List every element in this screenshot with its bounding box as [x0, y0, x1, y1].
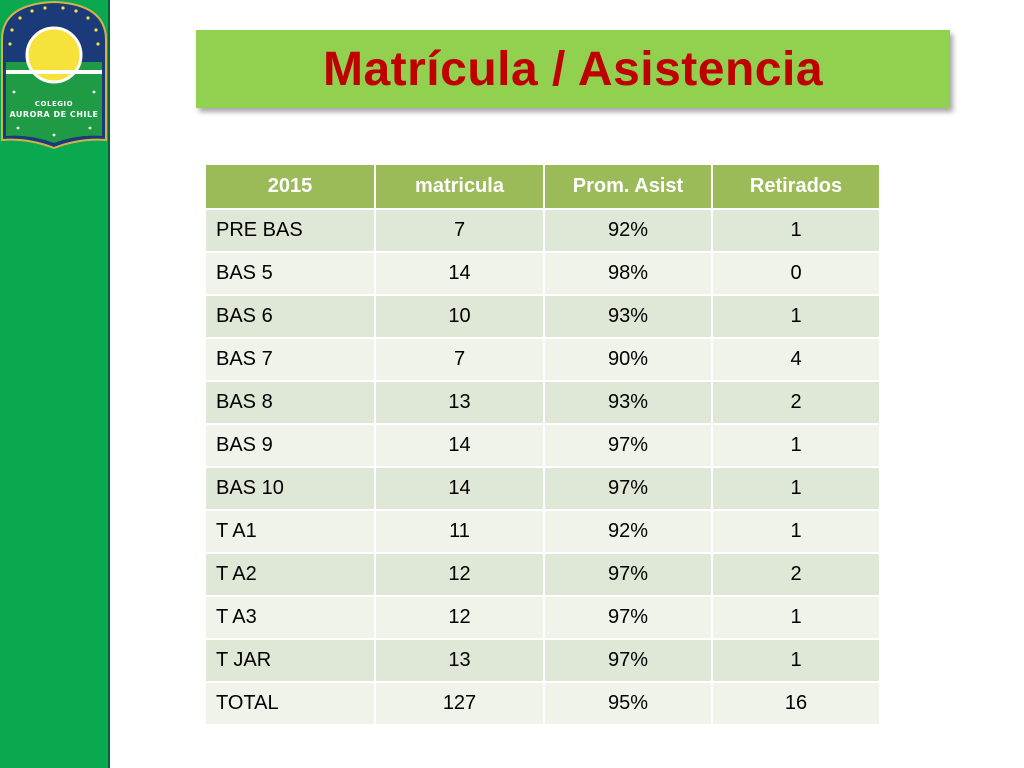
cell-prom-asist: 90% — [544, 338, 713, 382]
table-header-row: 2015 matricula Prom. Asist Retirados — [206, 165, 881, 210]
cell-prom-asist: 97% — [544, 467, 713, 511]
header-retirados: Retirados — [712, 165, 881, 210]
cell-prom-asist: 93% — [544, 295, 713, 339]
cell-matricula: 127 — [375, 682, 545, 726]
cell-group: BAS 7 — [206, 338, 376, 382]
cell-group: T A2 — [206, 553, 376, 597]
cell-retirados: 16 — [712, 682, 881, 726]
header-matricula: matricula — [375, 165, 545, 210]
cell-retirados: 2 — [712, 553, 881, 597]
sidebar-band: COLEGIO AURORA DE CHILE — [0, 0, 110, 768]
table-row: BAS 7 7 90% 4 — [206, 338, 881, 382]
cell-group: BAS 8 — [206, 381, 376, 425]
cell-retirados: 1 — [712, 424, 881, 468]
table-row: BAS 5 14 98% 0 — [206, 252, 881, 296]
table-row: TOTAL 127 95% 16 — [206, 682, 881, 726]
table-row: BAS 9 14 97% 1 — [206, 424, 881, 468]
cell-prom-asist: 95% — [544, 682, 713, 726]
cell-matricula: 7 — [375, 338, 545, 382]
table-row: T JAR 13 97% 1 — [206, 639, 881, 683]
cell-prom-asist: 97% — [544, 424, 713, 468]
cell-group: T A3 — [206, 596, 376, 640]
header-year: 2015 — [206, 165, 376, 210]
table-row: BAS 10 14 97% 1 — [206, 467, 881, 511]
table-row: T A3 12 97% 1 — [206, 596, 881, 640]
cell-matricula: 13 — [375, 639, 545, 683]
cell-retirados: 1 — [712, 639, 881, 683]
cell-prom-asist: 92% — [544, 510, 713, 554]
cell-retirados: 2 — [712, 381, 881, 425]
cell-matricula: 12 — [375, 596, 545, 640]
page-title: Matrícula / Asistencia — [322, 42, 824, 96]
table-row: T A2 12 97% 2 — [206, 553, 881, 597]
header-prom-asist: Prom. Asist — [544, 165, 713, 210]
logo-line-1: COLEGIO — [34, 100, 74, 108]
cell-retirados: 1 — [712, 209, 881, 253]
cell-retirados: 0 — [712, 252, 881, 296]
cell-retirados: 4 — [712, 338, 881, 382]
cell-retirados: 1 — [712, 596, 881, 640]
attendance-table: 2015 matricula Prom. Asist Retirados PRE… — [206, 165, 881, 726]
cell-matricula: 12 — [375, 553, 545, 597]
logo-line-2: AURORA DE CHILE — [9, 110, 99, 119]
table-row: PRE BAS 7 92% 1 — [206, 209, 881, 253]
school-crest-icon: COLEGIO AURORA DE CHILE — [0, 0, 108, 150]
cell-group: T A1 — [206, 510, 376, 554]
cell-group: BAS 9 — [206, 424, 376, 468]
table-row: BAS 6 10 93% 1 — [206, 295, 881, 339]
cell-group: BAS 6 — [206, 295, 376, 339]
cell-matricula: 7 — [375, 209, 545, 253]
cell-group: BAS 10 — [206, 467, 376, 511]
cell-matricula: 14 — [375, 252, 545, 296]
cell-prom-asist: 97% — [544, 639, 713, 683]
cell-prom-asist: 97% — [544, 596, 713, 640]
cell-matricula: 14 — [375, 424, 545, 468]
cell-matricula: 14 — [375, 467, 545, 511]
title-banner: Matrícula / Asistencia — [196, 30, 950, 108]
cell-group: T JAR — [206, 639, 376, 683]
cell-retirados: 1 — [712, 467, 881, 511]
table-row: BAS 8 13 93% 2 — [206, 381, 881, 425]
cell-group: PRE BAS — [206, 209, 376, 253]
cell-prom-asist: 97% — [544, 553, 713, 597]
cell-group: TOTAL — [206, 682, 376, 726]
cell-matricula: 13 — [375, 381, 545, 425]
cell-prom-asist: 98% — [544, 252, 713, 296]
cell-retirados: 1 — [712, 295, 881, 339]
cell-prom-asist: 93% — [544, 381, 713, 425]
cell-retirados: 1 — [712, 510, 881, 554]
cell-matricula: 10 — [375, 295, 545, 339]
cell-matricula: 11 — [375, 510, 545, 554]
cell-group: BAS 5 — [206, 252, 376, 296]
table-row: T A1 11 92% 1 — [206, 510, 881, 554]
cell-prom-asist: 92% — [544, 209, 713, 253]
